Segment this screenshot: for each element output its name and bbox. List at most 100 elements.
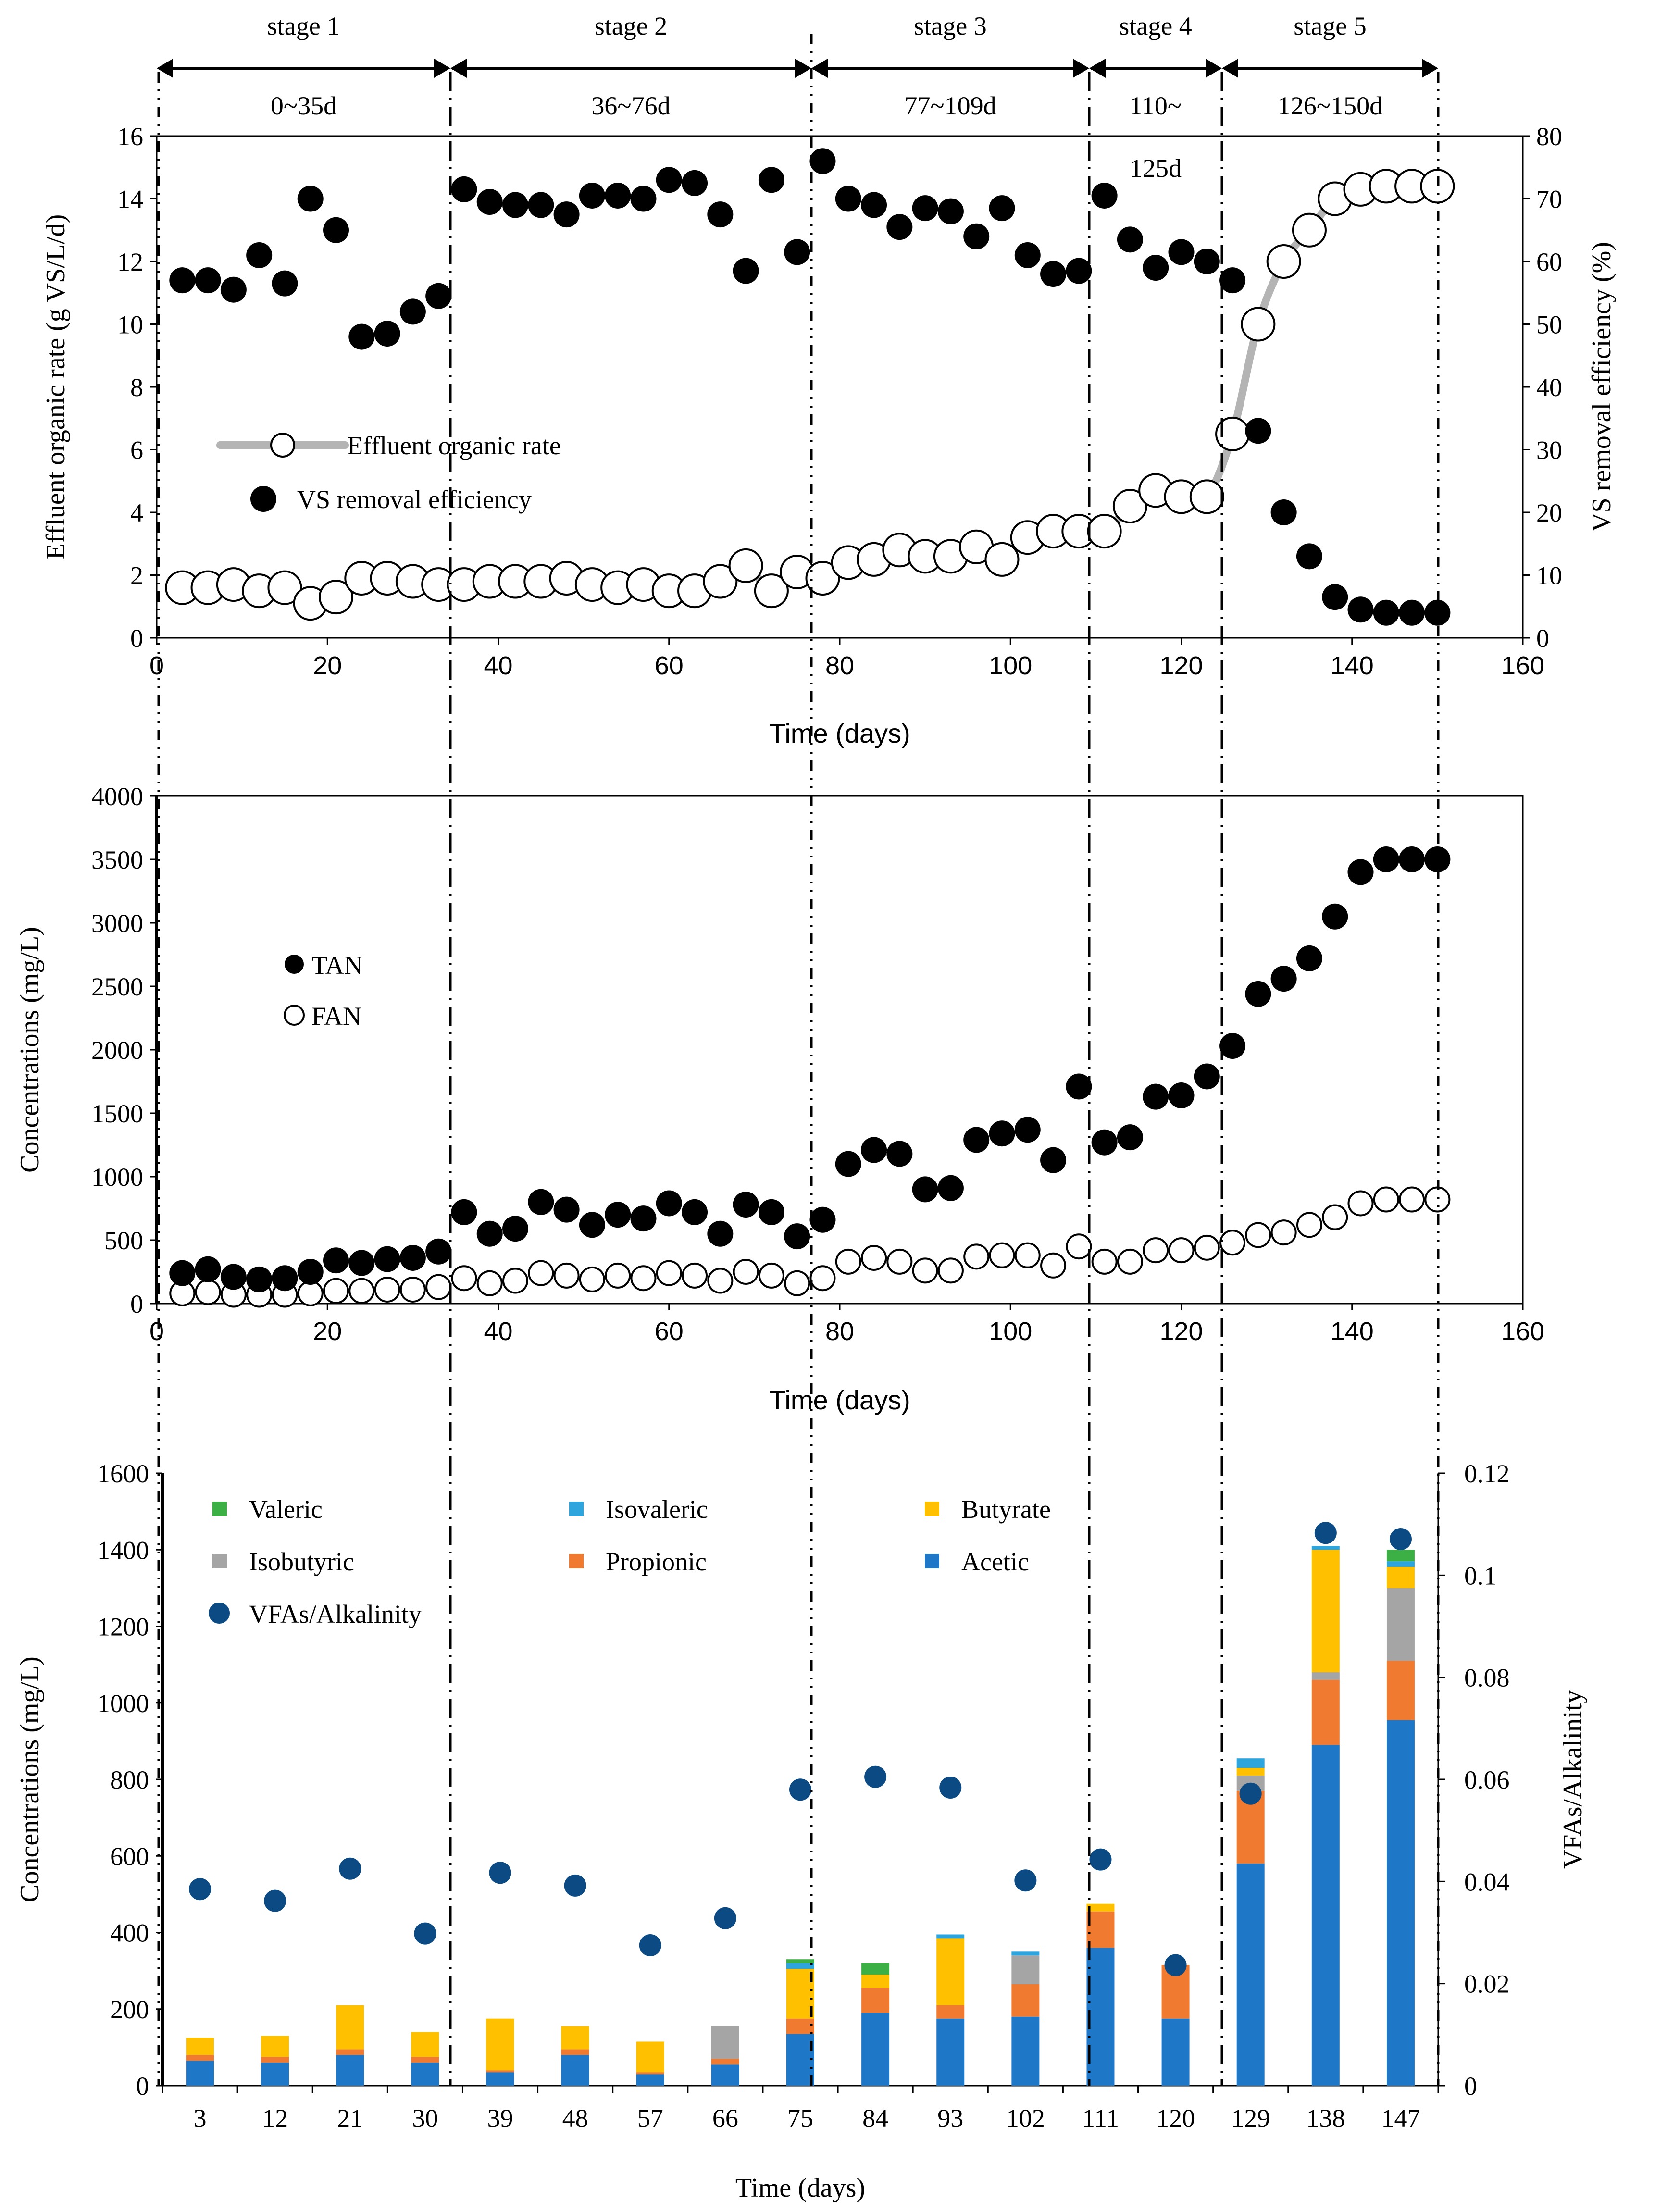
bar-butyrate xyxy=(1086,1903,1115,1912)
tan-point xyxy=(1296,945,1322,971)
bar-propionic xyxy=(411,2057,439,2063)
fan-point xyxy=(656,1260,682,1286)
bar-acetic xyxy=(786,2034,814,2086)
vs-removal-point xyxy=(553,201,580,228)
vfa-alkalinity-point xyxy=(1089,1848,1112,1871)
legend-label-vs: VS removal efficiency xyxy=(297,485,532,514)
fan-point xyxy=(399,1276,426,1303)
tan-point xyxy=(1117,1124,1143,1151)
y-tick-label: 3500 xyxy=(91,845,143,874)
bar-propionic xyxy=(786,2018,814,2034)
vfa-alkalinity-point xyxy=(1314,1522,1337,1544)
vs-removal-point xyxy=(1168,239,1195,265)
tan-point xyxy=(835,1151,861,1177)
legend-swatch-isobutyric xyxy=(212,1554,227,1568)
x-tick-label: 80 xyxy=(825,651,854,680)
fan-point xyxy=(733,1259,759,1285)
bar-butyrate xyxy=(411,2032,439,2057)
tan-point xyxy=(1245,981,1271,1007)
bar-valeric xyxy=(1386,1550,1415,1562)
panel-tan-fan: 0 20 40 60 80 100 120 140 160 0 500 1000 1500 2000 250… xyxy=(15,782,1544,1415)
bar-isobutyric xyxy=(1386,1588,1415,1661)
fan-point xyxy=(1014,1242,1041,1268)
fan-point xyxy=(1424,1186,1451,1213)
y-tick-label: 3000 xyxy=(91,909,143,938)
vfa-alkalinity-point xyxy=(1164,1954,1187,1976)
y-tick-label: 4 xyxy=(130,498,143,527)
bar-butyrate xyxy=(486,2018,514,2071)
bar-butyrate xyxy=(1386,1567,1415,1588)
stage-label: stage 5 xyxy=(1294,12,1366,40)
tan-point xyxy=(733,1192,759,1218)
bar-acetic xyxy=(336,2055,364,2086)
y-axis-title: Effluent organic rate (g VS/L/d) xyxy=(41,214,71,559)
vfa-alkalinity-point xyxy=(414,1922,436,1945)
legend-label: Isobutyric xyxy=(249,1547,354,1576)
tan-point xyxy=(528,1189,554,1215)
fan-point xyxy=(323,1278,349,1304)
y-tick-label: 2000 xyxy=(91,1036,143,1065)
tan-point xyxy=(1168,1082,1195,1109)
vs-removal-point xyxy=(630,186,657,212)
bar-propionic xyxy=(261,2057,289,2063)
fan-point xyxy=(1143,1237,1169,1264)
bar-acetic xyxy=(186,2061,214,2086)
panel-vfas: 0 200 400 600 800 1000 1200 1400 1600 0 0.02 0.04 0.… xyxy=(15,1459,1588,2203)
vs-removal-point xyxy=(1322,584,1348,610)
legend-label: Propionic xyxy=(606,1547,707,1576)
vs-removal-point xyxy=(1143,255,1169,281)
legend-marker-effluent xyxy=(270,433,295,458)
vfa-alkalinity-point xyxy=(939,1776,962,1799)
bar-butyrate xyxy=(636,2041,664,2073)
bar-butyrate xyxy=(1236,1768,1265,1776)
stage-arrow-head-right xyxy=(1073,59,1089,78)
fan-point xyxy=(1373,1186,1399,1213)
tan-point xyxy=(476,1220,503,1247)
vs-removal-point xyxy=(323,217,349,243)
vs-removal-point xyxy=(195,267,221,294)
tan-point xyxy=(195,1256,221,1282)
x-tick-label: 57 xyxy=(637,2104,663,2133)
tan-point xyxy=(1040,1147,1067,1173)
effluent-rate-point xyxy=(1112,488,1147,523)
bar-butyrate xyxy=(336,2005,364,2050)
effluent-rate-point xyxy=(1189,479,1224,514)
y2-tick-label: 0.04 xyxy=(1464,1867,1510,1896)
stage-arrow-head-left xyxy=(1089,59,1106,78)
fan-point xyxy=(912,1257,938,1284)
effluent-rate-point xyxy=(703,564,738,599)
vfa-alkalinity-point xyxy=(564,1874,586,1897)
vs-removal-point xyxy=(1066,258,1092,284)
tan-point xyxy=(1014,1117,1041,1143)
legend-label-fan: FAN xyxy=(311,1002,361,1031)
bar-propionic xyxy=(1386,1661,1415,1720)
stage-label: stage 3 xyxy=(914,12,986,40)
legend-label: Butyrate xyxy=(961,1495,1051,1524)
bar-acetic xyxy=(1011,2016,1040,2086)
effluent-rate-point xyxy=(805,561,840,596)
y2-tick-label: 0 xyxy=(1536,624,1549,653)
fan-point xyxy=(758,1262,784,1289)
vs-removal-point xyxy=(937,198,964,224)
legend-label: Acetic xyxy=(961,1547,1029,1576)
y-axis-title: Concentrations (mg/L) xyxy=(15,1656,45,1902)
fan-point xyxy=(1168,1237,1195,1264)
fan-point xyxy=(1117,1248,1143,1275)
y-tick-label: 10 xyxy=(117,311,143,339)
legend-label: Isovaleric xyxy=(606,1495,708,1524)
tan-point xyxy=(989,1120,1015,1147)
bar-propionic xyxy=(711,2059,739,2065)
fan-point xyxy=(989,1242,1015,1268)
y2-tick-label: 0 xyxy=(1464,2072,1477,2100)
x-tick-label: 3 xyxy=(194,2104,207,2133)
tan-point xyxy=(1091,1129,1118,1156)
vfa-alkalinity-point xyxy=(1239,1782,1262,1805)
vs-removal-point xyxy=(835,186,861,212)
vs-removal-point xyxy=(1219,267,1246,294)
tan-point xyxy=(605,1202,631,1228)
vs-removal-point xyxy=(297,186,324,212)
y2-axis-title: VFAs/Alkalinity xyxy=(1558,1690,1588,1869)
tan-point xyxy=(886,1141,913,1167)
y2-tick-label: 80 xyxy=(1536,122,1562,151)
y2-tick-label: 10 xyxy=(1536,561,1562,590)
